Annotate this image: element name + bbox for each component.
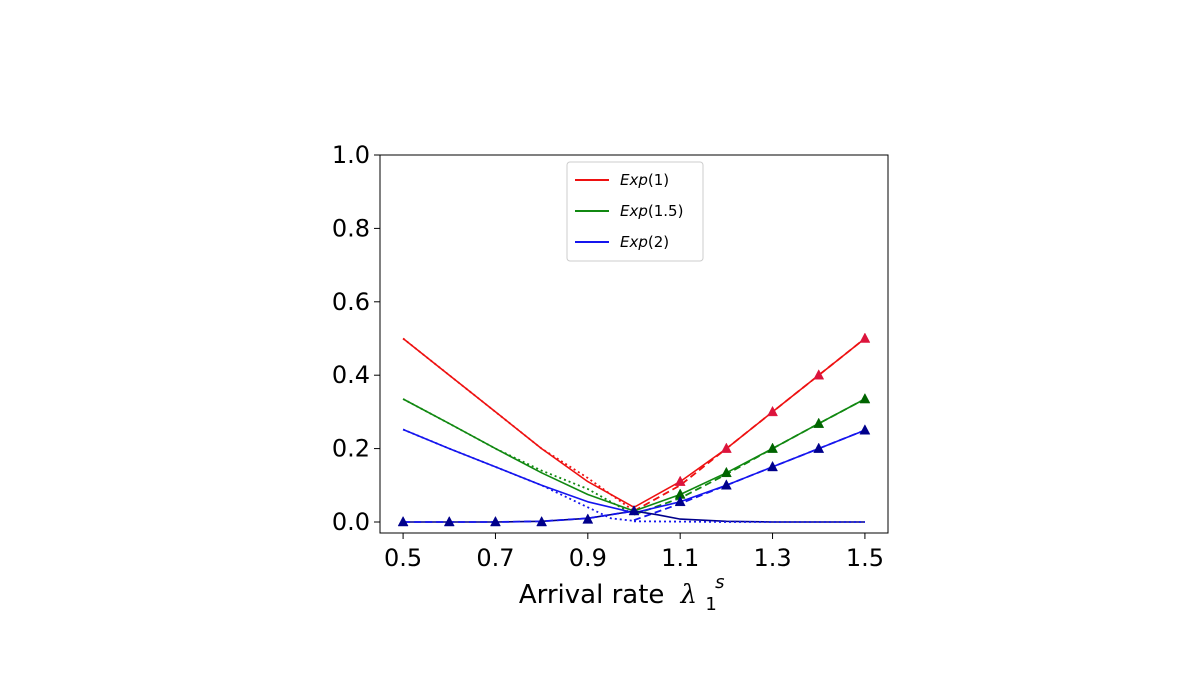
x-axis-title: Arrival rate λ 1 s (519, 572, 725, 617)
y-tick-label: 0.6 (332, 288, 370, 316)
plot-markers (397, 332, 871, 527)
x-tick-label: 0.7 (476, 544, 514, 572)
x-axis-title-superscript: s (715, 572, 724, 593)
line-exp-1-dashed (633, 337, 866, 512)
marker-exp-2 (674, 495, 686, 507)
marker-exp-2 (813, 442, 825, 453)
x-tick-label: 1.3 (753, 544, 791, 572)
marker-low-branch (397, 515, 409, 527)
marker-exp-1 (767, 405, 778, 417)
marker-exp-1-5 (859, 393, 871, 404)
line-low-branch-dotted (633, 520, 865, 523)
x-axis-title-text: Arrival rate (519, 580, 665, 610)
line-exp-1-5-dotted (402, 398, 635, 516)
marker-low-branch (490, 515, 501, 527)
marker-low-branch (582, 513, 594, 524)
line-exp-2-dotted (402, 428, 635, 522)
x-tick-label: 1.1 (661, 544, 699, 572)
y-tick-label: 0.4 (332, 361, 370, 389)
marker-exp-1-5 (813, 417, 825, 428)
marker-low-branch (536, 515, 548, 527)
y-tick-label: 0.2 (332, 435, 370, 463)
plot-lines (402, 337, 866, 523)
y-axis-ticks: 0.0 0.2 0.4 0.6 0.8 1.0 (332, 141, 380, 536)
marker-low-branch (628, 504, 640, 516)
marker-exp-1-5 (767, 442, 778, 453)
y-tick-label: 1.0 (332, 141, 370, 169)
x-axis-title-symbol: λ (680, 580, 697, 610)
y-tick-label: 0.0 (332, 508, 370, 536)
plot-frame (379, 154, 889, 534)
marker-exp-2 (859, 424, 871, 435)
legend-label: Exp(1) (620, 171, 669, 189)
marker-exp-1 (859, 332, 871, 343)
line-exp-1-5-solid (402, 398, 866, 512)
line-low-branch-dashed (403, 510, 635, 523)
y-tick-label: 0.8 (332, 214, 370, 242)
legend-label: Exp(1.5) (620, 202, 683, 220)
legend-label: Exp(2) (620, 233, 669, 251)
line-exp-1-dotted (402, 337, 635, 512)
marker-exp-1 (674, 475, 686, 486)
x-axis-ticks: 0.5 0.7 0.9 1.1 1.3 1.5 (384, 533, 884, 572)
marker-exp-2 (767, 460, 778, 472)
legend-box (566, 161, 704, 262)
marker-exp-2 (720, 479, 732, 490)
x-axis-title-subscript: 1 (705, 594, 716, 615)
x-tick-label: 1.5 (846, 544, 884, 572)
line-exp-1-5-dashed (633, 398, 866, 516)
marker-exp-1-5 (720, 466, 732, 478)
line-exp-1-solid (402, 337, 866, 509)
line-exp-2-dashed (633, 429, 866, 522)
x-tick-label: 0.5 (384, 544, 422, 572)
marker-exp-1 (813, 369, 825, 380)
line-exp-2-solid (402, 428, 866, 514)
marker-exp-1 (720, 442, 732, 453)
x-tick-label: 0.9 (569, 544, 607, 572)
marker-low-branch (443, 515, 455, 527)
legend: Exp(1) Exp(1.5) Exp(2) (566, 161, 704, 262)
